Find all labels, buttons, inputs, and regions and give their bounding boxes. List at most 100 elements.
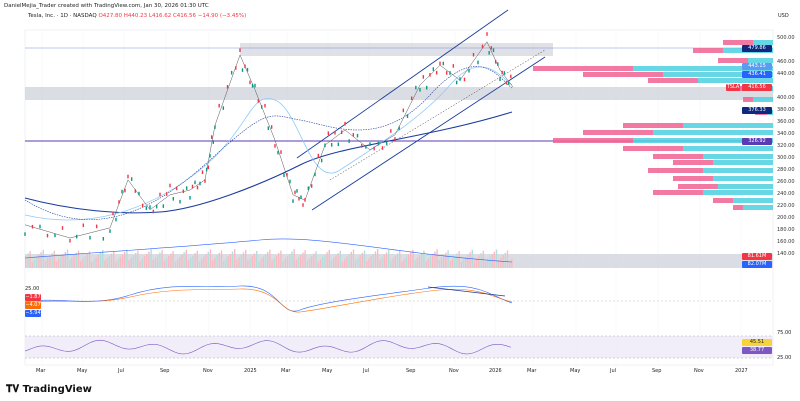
- candle: [507, 81, 510, 85]
- candle: [337, 142, 340, 147]
- y-tick-label: 240.00: [777, 191, 795, 197]
- volume-bar: [355, 260, 357, 268]
- volume-bar: [181, 254, 183, 268]
- candle: [435, 70, 438, 75]
- volume-bar: [77, 250, 80, 268]
- macd-divergence: [427, 286, 506, 297]
- x-tick-label: Nov: [203, 368, 213, 374]
- volume-profile-buy: [633, 138, 773, 143]
- candle: [149, 205, 151, 209]
- symbol-title[interactable]: Tesla, Inc. · 1D · NASDAQ: [28, 13, 97, 19]
- volume-bar: [143, 256, 146, 268]
- volume-bar: [335, 255, 337, 268]
- candle: [46, 233, 49, 238]
- volume-bar: [106, 258, 108, 268]
- candle: [172, 197, 175, 201]
- low-value: L416.62: [148, 13, 172, 19]
- x-tick-label: May: [570, 368, 581, 374]
- volume-bar: [137, 250, 139, 268]
- volume-profile-buy: [733, 198, 773, 203]
- y-tick-label: 340.00: [777, 131, 795, 137]
- volume-bar: [350, 251, 352, 268]
- y-tick-label: 180.00: [777, 227, 795, 233]
- macd-label: −5.94: [25, 310, 41, 317]
- candle: [235, 66, 237, 70]
- volume-ma: [24, 238, 513, 263]
- volume-bar: [249, 258, 251, 268]
- volume-bar: [152, 259, 154, 268]
- volume-bar: [500, 257, 502, 268]
- volume-bar: [139, 261, 141, 268]
- rsi-tick: 25.00: [777, 355, 792, 361]
- candle: [510, 74, 512, 79]
- candle: [490, 46, 493, 50]
- candle: [244, 64, 246, 69]
- volume-bar: [154, 257, 157, 268]
- volume-bar: [509, 261, 511, 268]
- y-tick-label: 220.00: [777, 203, 795, 209]
- volume-profile-sell: [733, 205, 743, 210]
- volume-bar: [80, 261, 82, 268]
- volume-bar: [306, 260, 308, 268]
- volume-bar: [423, 250, 425, 268]
- candle: [209, 154, 211, 158]
- volume-bar: [148, 251, 150, 268]
- volume-bar: [491, 254, 493, 268]
- volume-bar: [295, 259, 297, 268]
- volume-bar: [245, 250, 247, 268]
- candle: [138, 191, 140, 196]
- y-tick-label: 360.00: [777, 119, 795, 125]
- volume-bar: [256, 251, 258, 268]
- volume-bar: [220, 250, 223, 268]
- volume-bar: [407, 254, 410, 268]
- y-tick-label: 260.00: [777, 179, 795, 185]
- x-tick-label: Jul: [610, 368, 617, 374]
- candle: [118, 200, 120, 204]
- volume-bar: [227, 256, 229, 268]
- volume-bar: [161, 250, 163, 268]
- volume-bar: [44, 260, 47, 268]
- candle: [422, 75, 425, 79]
- candle: [201, 170, 204, 174]
- volume-profile-sell: [713, 198, 733, 203]
- volume-profile-sell: [648, 78, 698, 83]
- candle: [327, 131, 330, 135]
- y-tick-label: 160.00: [777, 239, 795, 245]
- candle: [182, 189, 185, 194]
- candle: [381, 146, 384, 150]
- candle: [152, 209, 155, 214]
- candle: [356, 133, 359, 138]
- candle: [24, 232, 26, 236]
- candle: [486, 32, 488, 36]
- candle: [449, 71, 451, 75]
- volume-bar: [216, 255, 218, 268]
- volume-bar: [51, 253, 53, 268]
- y-tick-label: 500.00: [777, 35, 795, 41]
- volume-profile-sell: [653, 190, 703, 195]
- volume-bar: [135, 253, 137, 268]
- volume-bar: [460, 261, 462, 268]
- volume-bar: [421, 253, 423, 268]
- volume-bar: [84, 256, 86, 268]
- high-value: H440.23: [123, 13, 148, 19]
- volume-profile-buy: [753, 40, 773, 45]
- volume-bar: [311, 256, 313, 268]
- macd-label: −4.07: [25, 302, 41, 309]
- candle: [402, 108, 405, 113]
- volume-bar: [62, 254, 64, 268]
- volume-bar: [42, 249, 44, 268]
- volume-bar: [198, 261, 201, 268]
- candle: [452, 64, 455, 68]
- volume-bar: [282, 261, 284, 268]
- volume-bar: [313, 253, 315, 268]
- volume-bar: [381, 257, 383, 268]
- currency-label[interactable]: USD: [778, 13, 789, 19]
- volume-bar: [40, 252, 42, 268]
- candle: [394, 137, 396, 141]
- volume-bar: [333, 258, 335, 268]
- candle: [294, 190, 296, 195]
- volume-bar: [201, 259, 203, 268]
- candle: [455, 80, 458, 85]
- volume-bar: [304, 250, 306, 268]
